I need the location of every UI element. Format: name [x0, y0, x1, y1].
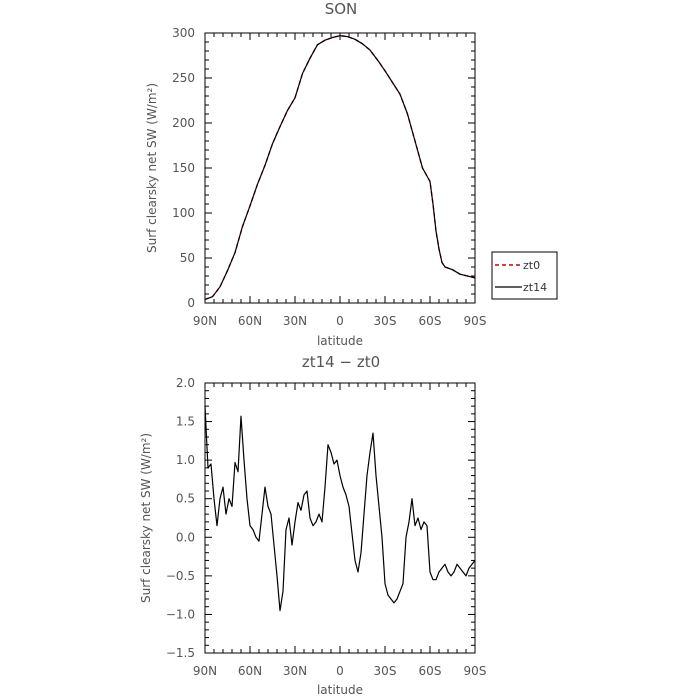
y-tick-label: 200	[172, 116, 195, 130]
x-tick-label: 30S	[374, 664, 397, 678]
series-line-zt0	[204, 35, 476, 301]
x-axis: 90N 60N 30N 0 30S 60S 90S	[193, 383, 487, 678]
panel-top: SON 90N 60N 30N 0 30S 60S 90S 0 50 100 150 200 250 3…	[145, 0, 558, 348]
x-tick-label: 90N	[193, 314, 217, 328]
y-axis-title: Surf clearsky net SW (W/m²)	[145, 83, 159, 253]
panel-bottom: zt14 − zt0 90N 60N 30N 0 30S 60S 90S −1.5 −1.0 −…	[139, 353, 486, 697]
legend-label-zt0: zt0	[523, 259, 540, 272]
y-tick-label: 0.5	[176, 492, 195, 506]
x-tick-label: 60N	[238, 314, 262, 328]
y-tick-label: −1.5	[166, 646, 195, 660]
x-tick-label: 30S	[374, 314, 397, 328]
x-axis: 90N 60N 30N 0 30S 60S 90S	[193, 33, 487, 328]
chart-title: SON	[325, 0, 358, 18]
y-tick-label: 0.0	[176, 530, 195, 544]
x-tick-label: 0	[336, 664, 344, 678]
y-tick-label: −0.5	[166, 569, 195, 583]
x-tick-label: 30N	[283, 664, 307, 678]
y-tick-label: 250	[172, 71, 195, 85]
x-axis-title: latitude	[317, 683, 363, 697]
y-axis-title: Surf clearsky net SW (W/m²)	[139, 433, 153, 603]
legend-box	[491, 251, 558, 300]
series-group	[204, 406, 476, 612]
legend-label-zt14: zt14	[523, 281, 547, 294]
x-tick-label: 90N	[193, 664, 217, 678]
legend: zt0 zt14	[491, 251, 558, 300]
series-line-zt14	[204, 35, 476, 300]
x-tick-label: 60S	[419, 664, 442, 678]
y-tick-label: 0	[187, 296, 195, 310]
y-tick-label: −1.0	[166, 607, 195, 621]
y-tick-label: 100	[172, 206, 195, 220]
series-group	[204, 35, 476, 301]
plot-frame	[204, 382, 476, 654]
chart-title: zt14 − zt0	[302, 353, 380, 371]
x-tick-label: 90S	[464, 314, 487, 328]
x-tick-label: 60N	[238, 664, 262, 678]
y-axis: 0 50 100 150 200 250 300	[172, 26, 475, 310]
series-line	[204, 406, 476, 612]
y-tick-label: 2.0	[176, 376, 195, 390]
x-tick-label: 0	[336, 314, 344, 328]
plot-frame	[204, 32, 476, 304]
x-tick-label: 90S	[464, 664, 487, 678]
x-axis-title: latitude	[317, 334, 363, 348]
y-tick-label: 1.0	[176, 453, 195, 467]
x-tick-label: 30N	[283, 314, 307, 328]
y-tick-label: 150	[172, 161, 195, 175]
y-tick-label: 300	[172, 26, 195, 40]
y-tick-label: 1.5	[176, 415, 195, 429]
y-tick-label: 50	[180, 251, 195, 265]
x-tick-label: 60S	[419, 314, 442, 328]
